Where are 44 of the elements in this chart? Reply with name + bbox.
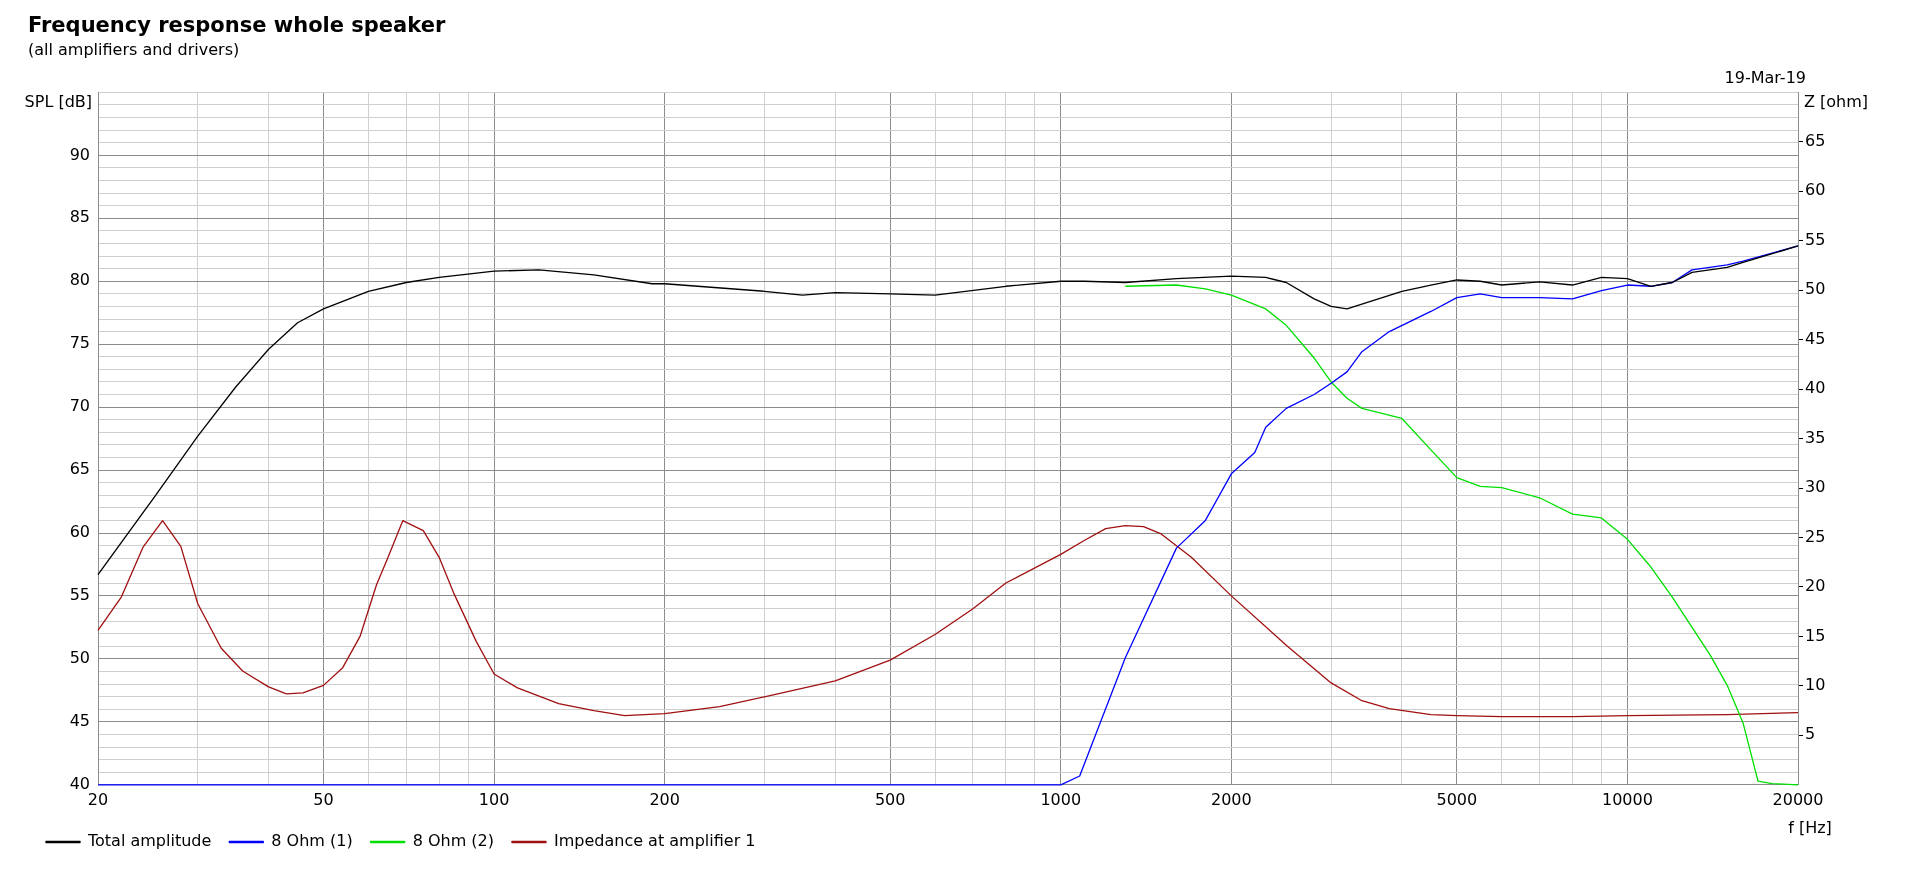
x-tick-label: 5000 [1436,789,1478,809]
y-tick-label: 40 [69,773,90,793]
y2-tick-label: 55 [1805,229,1826,249]
x-tick-label: 2000 [1210,789,1252,809]
x-tick-label: 200 [649,789,680,809]
chart-subtitle: (all amplifiers and drivers) [28,39,240,59]
legend-label: 8 Ohm (2) [412,831,494,851]
y2-tick-label: 50 [1805,279,1826,299]
y-tick-label: 70 [69,396,90,416]
y2-tick-label: 10 [1805,675,1826,695]
y2-tick-label: 30 [1805,477,1826,497]
y-tick-label: 75 [69,333,90,353]
y-tick-label: 65 [69,459,90,479]
y2-tick-label: 5 [1805,724,1816,744]
y-tick-label: 50 [69,648,90,668]
y2-tick-label: 65 [1805,131,1826,151]
y2-tick-label: 25 [1805,526,1826,546]
y2-tick-label: 20 [1805,576,1826,596]
x-tick-label: 10000 [1601,789,1653,809]
y2-tick-label: 35 [1805,427,1826,447]
x-tick-label: 100 [478,789,510,809]
x-tick-label: 20 [87,789,109,809]
y-tick-label: 80 [69,270,90,290]
legend-label: 8 Ohm (1) [271,831,353,851]
y2-tick-label: 15 [1805,625,1826,645]
x-axis-title: f [Hz] [1788,817,1832,837]
y2-axis-title: Z [ohm] [1804,91,1869,111]
legend-label: Impedance at amplifier 1 [553,831,756,851]
y2-tick-label: 45 [1805,328,1826,348]
x-tick-label: 20000 [1772,789,1824,809]
y-axis-title: SPL [dB] [24,91,92,111]
y-tick-label: 45 [69,711,90,731]
x-tick-label: 500 [874,789,906,809]
y2-tick-label: 60 [1805,180,1826,200]
x-tick-label: 50 [313,789,334,809]
legend-label: Total amplitude [87,831,212,851]
y2-tick-label: 40 [1805,378,1826,398]
text: 19-Mar-19 [1724,67,1806,87]
x-tick-label: 1000 [1040,789,1082,809]
y-tick-label: 90 [69,144,90,164]
y-tick-label: 85 [69,207,90,227]
y-tick-label: 60 [69,522,90,542]
chart-title: Frequency response whole speaker [28,13,446,38]
y-tick-label: 55 [69,585,90,605]
